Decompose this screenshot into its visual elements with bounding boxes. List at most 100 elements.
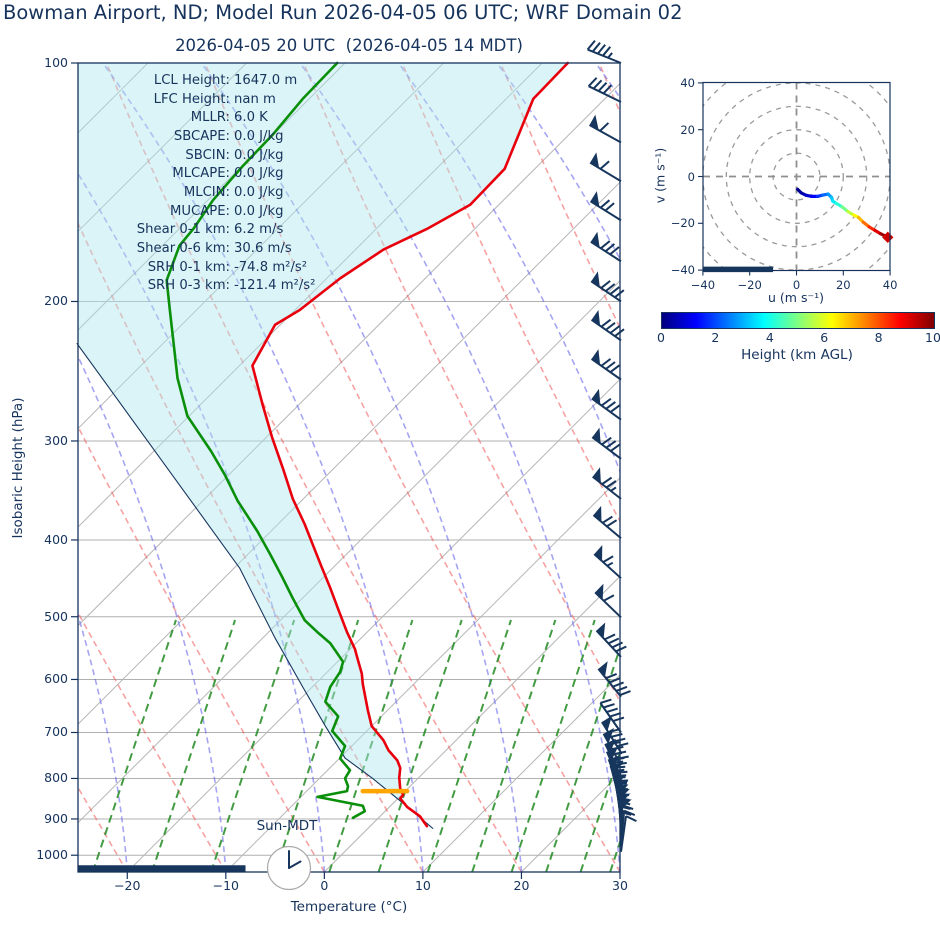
y-tick-label: 700 [44, 724, 68, 740]
wind-barb [592, 467, 622, 500]
barb-full [614, 328, 625, 337]
hodo-y-tick-label: 20 [680, 122, 695, 137]
index-value: 6.2 m/s [234, 222, 284, 238]
barb-full [600, 698, 612, 704]
hodograph-range-ring [749, 129, 844, 224]
y-tick-label: 1000 [36, 847, 68, 863]
barb-full [608, 677, 621, 684]
hodo-x-tick-label: −40 [690, 277, 716, 292]
moist-adiabat-line [78, 354, 227, 872]
hodo-x-tick-label: 20 [835, 277, 851, 292]
colorbar-tick-label: 6 [820, 330, 829, 345]
mixing-ratio-line [150, 619, 237, 872]
hodo-y-tick-label: 0 [687, 169, 695, 184]
sun-mdt-label: Sun-MDT [256, 818, 318, 834]
isotherm-line [324, 575, 620, 872]
index-value: 0.0 J/kg [234, 147, 284, 163]
wind-barb [590, 271, 625, 303]
isotherm-line [719, 63, 940, 872]
barb-flag [596, 622, 606, 639]
barb-full [606, 519, 618, 528]
hodograph-frame [698, 81, 891, 276]
barb-flag [592, 427, 601, 444]
mixing-ratio-line [91, 619, 177, 872]
barb-flag [591, 271, 600, 288]
indices-row: Shear 0-6 km: 30.6 m/s [83, 239, 315, 258]
barb-flag [590, 231, 600, 248]
moist-adiabat-line [594, 63, 620, 100]
index-label: MLLR: [190, 110, 230, 126]
barb-full [592, 79, 603, 90]
barb-full [607, 637, 620, 645]
wind-barb [593, 545, 622, 579]
barb-staff [594, 591, 622, 619]
barb-flag [603, 727, 615, 743]
index-value: -121.4 m²/s² [234, 278, 316, 294]
isotherm-line [78, 181, 620, 725]
index-label: LCL Height: [153, 72, 230, 88]
isotherm-line [78, 63, 247, 233]
index-label: MUCAPE: [170, 203, 230, 219]
isotherm-line [225, 477, 620, 872]
barb-full [609, 325, 621, 334]
wind-barb [589, 152, 622, 183]
colorbar-tick-label: 0 [657, 330, 665, 345]
indices-row: LCL Height: 1647.0 m [83, 71, 315, 90]
barb-full [597, 44, 606, 55]
index-label: LFC Height: [153, 91, 230, 107]
wind-barb [589, 191, 622, 222]
barb-full [603, 594, 615, 602]
barb-full [612, 716, 625, 722]
dry-adiabat-line [78, 221, 424, 872]
barb-flag [589, 114, 599, 131]
indices-row: MUCAPE: 0.0 J/kg [83, 202, 315, 221]
isotherm-line [78, 82, 620, 627]
barb-flag [592, 467, 601, 484]
hodograph-range-ring [725, 105, 868, 248]
isotherm-line [78, 63, 346, 331]
barb-full [614, 289, 625, 299]
hodograph-x-axis-label: u (m s⁻¹) [768, 290, 824, 305]
y-tick-label: 400 [44, 531, 68, 547]
barb-full [606, 707, 618, 713]
wind-barb [587, 77, 622, 103]
dry-adiabat-line [499, 63, 620, 330]
barb-full [601, 476, 613, 485]
barb-full [604, 202, 615, 212]
index-value: 30.6 m/s [234, 241, 292, 257]
wind-barb [590, 349, 622, 381]
hodograph-grid [703, 82, 890, 271]
y-tick-label: 200 [44, 293, 68, 309]
barb-full [597, 81, 608, 92]
barb-full [605, 283, 616, 292]
indices-row: SBCIN: 0.0 J/kg [83, 146, 315, 165]
y-tick-label: 600 [44, 671, 68, 687]
barb-staff [620, 810, 626, 847]
barb-full [599, 199, 611, 209]
clock-hour-hand [288, 860, 302, 869]
moist-adiabat-line [299, 63, 620, 872]
barb-full [609, 364, 621, 373]
wind-barb-column [586, 39, 637, 852]
indices-row: MLLR: 6.0 K [83, 108, 315, 127]
cin-shade-area [78, 63, 568, 829]
y-tick-label: 300 [44, 432, 68, 448]
wind-barb [620, 809, 636, 847]
clock-icon [266, 845, 312, 891]
dry-adiabat-line [204, 63, 620, 872]
wind-barb [586, 39, 622, 64]
wind-barb [592, 505, 622, 540]
index-label: MLCIN: [183, 184, 230, 200]
mixing-ratio-line [377, 619, 463, 872]
indices-row: SBCAPE: 0.0 J/kg [83, 127, 315, 146]
level-markers [78, 788, 410, 873]
y-tick-label: 100 [44, 55, 68, 70]
indices-row: SRH 0-1 km: -74.8 m²/s² [83, 258, 315, 277]
dry-adiabat-line [78, 424, 326, 872]
x-tick-label: −20 [114, 878, 141, 893]
barb-full [602, 84, 613, 95]
skewt-axes-frame [71, 62, 621, 879]
barb-full [605, 440, 617, 449]
